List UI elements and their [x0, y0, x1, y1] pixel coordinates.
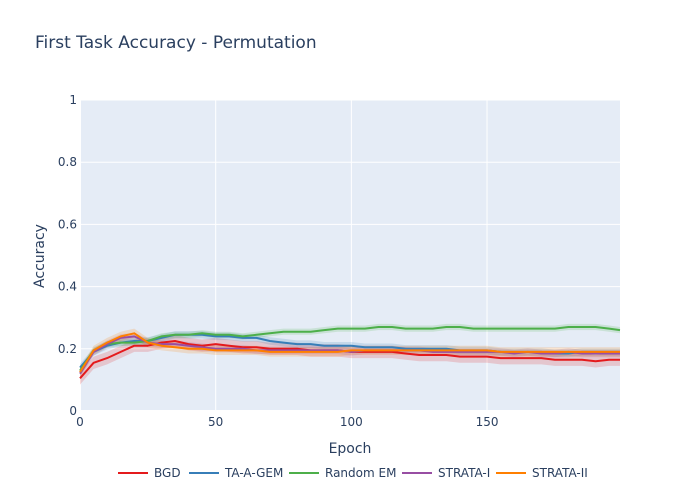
band-strata-i — [80, 332, 620, 378]
series-line-strata-ii — [79, 332, 620, 373]
chart-title: First Task Accuracy - Permutation — [35, 33, 317, 53]
legend-swatch — [289, 472, 319, 474]
x-tick-label: 0 — [76, 415, 84, 429]
legend-label: STRATA-I — [438, 466, 491, 480]
legend-swatch — [496, 472, 526, 474]
line-layer — [79, 326, 621, 379]
x-tick-label: 150 — [476, 415, 499, 429]
y-tick-label: 0.6 — [58, 217, 77, 231]
tick-layer: 0 50 100 150 0 0.2 0.4 0.6 0.8 1 — [58, 93, 499, 429]
legend: BGD TA-A-GEM Random EM STRATA-I STRATA-II — [0, 462, 700, 484]
legend-label: STRATA-II — [532, 466, 588, 480]
x-tick-label: 50 — [208, 415, 223, 429]
legend-item-strata-ii[interactable]: STRATA-II — [496, 462, 588, 484]
x-axis-title: Epoch — [329, 441, 372, 457]
y-tick-label: 1 — [69, 93, 77, 107]
legend-label: Random EM — [325, 466, 397, 480]
x-tick-label: 100 — [340, 415, 363, 429]
legend-swatch — [118, 472, 148, 474]
series-line-random-em — [79, 326, 621, 372]
legend-swatch — [402, 472, 432, 474]
legend-item-ta-a-gem[interactable]: TA-A-GEM — [189, 462, 283, 484]
legend-label: BGD — [154, 466, 181, 480]
legend-item-bgd[interactable]: BGD — [118, 462, 181, 484]
grid-layer — [79, 99, 620, 412]
legend-item-strata-i[interactable]: STRATA-I — [402, 462, 490, 484]
y-tick-label: 0.8 — [58, 155, 77, 169]
plot-background — [80, 100, 620, 411]
y-tick-label: 0 — [69, 404, 77, 418]
band-bgd — [80, 334, 620, 385]
legend-label: TA-A-GEM — [225, 466, 284, 480]
legend-item-random-em[interactable]: Random EM — [289, 462, 396, 484]
y-tick-label: 0.2 — [58, 342, 77, 356]
y-tick-label: 0.4 — [58, 280, 77, 294]
legend-swatch — [189, 472, 219, 474]
y-axis-title: Accuracy — [32, 224, 48, 288]
